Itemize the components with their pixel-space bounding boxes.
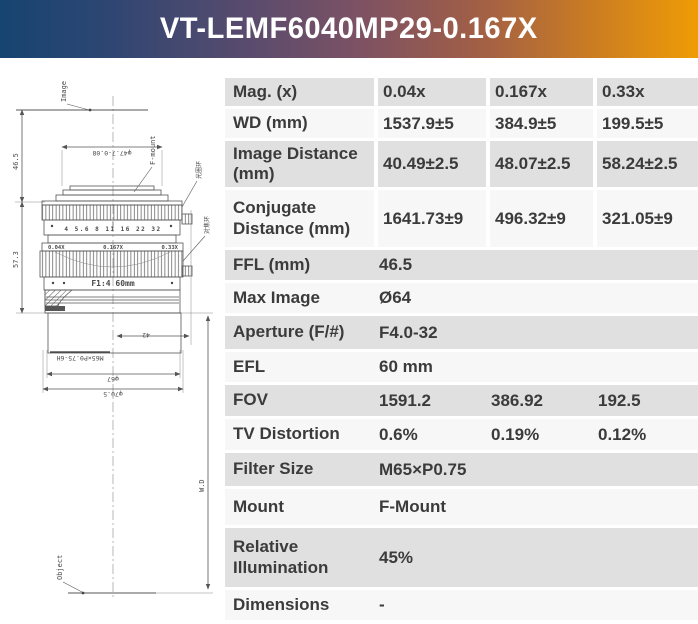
spec-value: 1537.9±5 — [378, 109, 486, 138]
spec-value: 0.167x — [490, 78, 593, 106]
spec-row: Aperture (F/#) F4.0-32 — [225, 316, 698, 349]
spec-row: FFL (mm) 46.5 — [225, 250, 698, 280]
aperture-ring-label: 光圈环 — [195, 161, 203, 179]
spec-label: TV Distortion — [225, 419, 374, 450]
aperture-scale-text: 4 5.6 8 11 16 22 32 — [64, 226, 161, 233]
wd-dim-label: W.D — [198, 479, 206, 492]
spec-value: 0.6% — [379, 424, 418, 444]
spec-row: Relative Illumination 45% — [225, 528, 698, 587]
spec-label: Filter Size — [225, 453, 374, 486]
spec-value: 46.5 — [374, 250, 698, 280]
thread-dim-label: M65×P0.75-6H — [56, 354, 103, 362]
lens-drawing-svg: Image Object F-mount 光圈环 对焦环 46.5 57.3 W… — [12, 81, 213, 600]
spec-row: EFL 60 mm — [225, 352, 698, 382]
mag-scale-mid: 0.167X — [103, 245, 124, 251]
spec-row: WD (mm) 1537.9±5 384.9±5 199.5±5 — [225, 109, 698, 138]
spec-label: Mount — [225, 489, 374, 525]
spec-value: 58.24±2.5 — [597, 141, 698, 187]
section-hatch — [44, 289, 74, 307]
spec-label: WD (mm) — [225, 109, 374, 138]
spec-value: 1591.2 — [379, 390, 431, 410]
spec-label: FFL (mm) — [225, 250, 374, 280]
aperture-ring-knurl — [41, 204, 183, 221]
spec-value: M65×P0.75 — [374, 453, 698, 486]
spec-row: Filter Size M65×P0.75 — [225, 453, 698, 486]
dia1-dim-label: φ67 — [107, 375, 119, 383]
dia2-dim-label: φ70.5 — [103, 390, 123, 398]
spec-value: 199.5±5 — [597, 109, 698, 138]
spec-label: Mag. (x) — [225, 78, 374, 106]
side-knob-top — [181, 213, 193, 225]
lens-technical-drawing: Image Object F-mount 光圈环 对焦环 46.5 57.3 W… — [0, 60, 225, 624]
body-dim-label: 57.3 — [12, 251, 20, 268]
spec-value: 48.07±2.5 — [490, 141, 593, 187]
spec-value: 496.32±9 — [490, 190, 593, 247]
spec-value: 40.49±2.5 — [378, 141, 486, 187]
spec-label: EFL — [225, 352, 374, 382]
spec-value: 321.05±9 — [597, 190, 698, 247]
object-plane-label: Object — [56, 555, 64, 580]
spec-value: 0.33x — [597, 78, 698, 106]
mag-scale-max: 0.33X — [161, 245, 178, 251]
spec-value: 60 mm — [374, 352, 698, 382]
header-banner: VT-LEMF6040MP29-0.167X — [0, 0, 698, 58]
spec-value: Ø64 — [374, 283, 698, 313]
spec-row: Mount F-Mount — [225, 489, 698, 525]
spec-label: Max Image — [225, 283, 374, 313]
spec-label: Dimensions — [225, 590, 374, 620]
spec-value: 45% — [374, 528, 698, 587]
drawing-lines — [15, 96, 213, 600]
spec-value: F4.0-32 — [374, 316, 698, 349]
spec-value: 0.12% — [598, 424, 647, 444]
spec-value-group: 0.6% 0.19% 0.12% — [374, 419, 698, 450]
front-tube — [47, 312, 182, 354]
focus-ring-knurl — [39, 250, 184, 278]
spec-label: FOV — [225, 385, 374, 416]
spec-value: 0.19% — [491, 424, 540, 444]
spec-value: 0.04x — [378, 78, 486, 106]
mount-diameter-dim-label: φ47.7-0.08 — [92, 149, 131, 157]
spec-row: Max Image Ø64 — [225, 283, 698, 313]
spec-value: F-Mount — [374, 489, 698, 525]
spec-row: FOV 1591.2 386.92 192.5 — [225, 385, 698, 416]
spec-label: Image Distance (mm) — [225, 141, 374, 187]
mag-scale-min: 0.04X — [48, 245, 65, 251]
spec-value: 192.5 — [598, 390, 641, 410]
spec-label: Relative Illumination — [225, 528, 374, 587]
spec-row: Mag. (x) 0.04x 0.167x 0.33x — [225, 78, 698, 106]
side-knob-bottom — [181, 265, 193, 277]
ffl-dim-label: 46.5 — [12, 153, 20, 170]
spec-value: 1641.73±9 — [378, 190, 486, 247]
image-plane-label: Image — [60, 81, 68, 102]
spec-row: TV Distortion 0.6% 0.19% 0.12% — [225, 419, 698, 450]
spec-row: Dimensions - — [225, 590, 698, 620]
spec-table: Mag. (x) 0.04x 0.167x 0.33x WD (mm) 1537.9±5 3… — [225, 78, 698, 623]
spec-value: - — [374, 590, 698, 620]
spec-label: Aperture (F/#) — [225, 316, 374, 349]
product-title: VT-LEMF6040MP29-0.167X — [160, 12, 538, 45]
front-dim-label: 42 — [142, 331, 150, 339]
focus-ring-label: 对焦环 — [203, 216, 211, 234]
spec-value: 384.9±5 — [490, 109, 593, 138]
spec-label: Conjugate Distance (mm) — [225, 190, 374, 247]
spec-value: 386.92 — [491, 390, 543, 410]
spec-row: Conjugate Distance (mm) 1641.73±9 496.32±9… — [225, 190, 698, 247]
spec-value-group: 1591.2 386.92 192.5 — [374, 385, 698, 416]
fmount-label: F-mount — [149, 135, 157, 165]
spec-row: Image Distance (mm) 40.49±2.5 48.07±2.5 58.… — [225, 141, 698, 187]
lens-marking-text: F1:4 60mm — [91, 279, 135, 288]
